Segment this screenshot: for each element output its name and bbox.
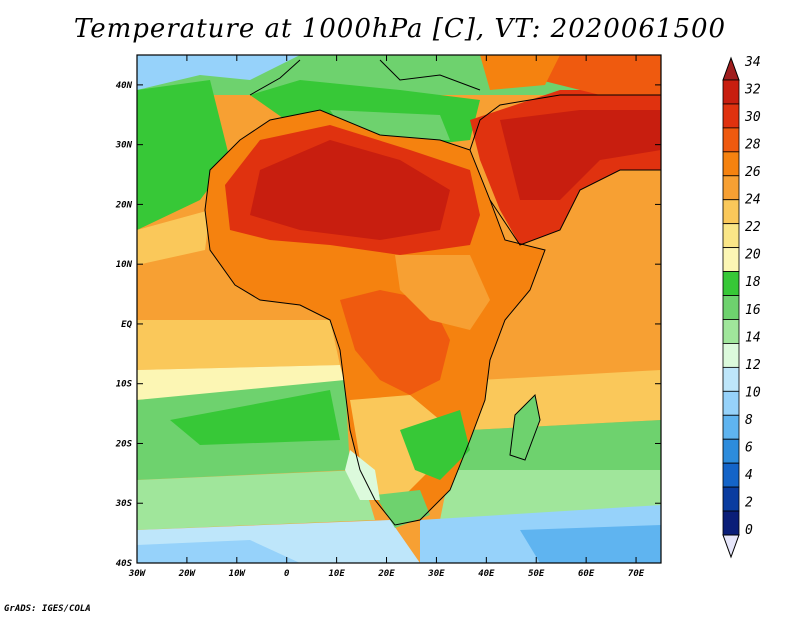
colorbar-swatch [722, 127, 740, 153]
colorbar-swatch [722, 79, 740, 105]
colorbar-swatch [722, 343, 740, 368]
colorbar-label: 14 [745, 330, 761, 345]
colorbar-label: 32 [744, 83, 761, 98]
colorbar-label: 24 [745, 193, 761, 208]
lon-tick-label: 20W [178, 569, 197, 579]
latitude-axis: 40N 30N 20N 10N EQ 10S 20S 30S 40S [115, 81, 661, 569]
map-title: Temperature at 1000hPa [C], VT: 20200615… [73, 14, 727, 44]
lat-tick-label: 40N [116, 81, 133, 91]
lat-tick-label: 40S [116, 559, 133, 569]
colorbar-label: 30 [744, 110, 761, 125]
colorbar-swatch [722, 414, 740, 440]
coastlines [204, 59, 661, 526]
colorbar-swatch [722, 438, 740, 464]
colorbar-swatch [722, 295, 740, 320]
lon-tick-label: 10W [229, 569, 247, 579]
lat-tick-label: 10N [116, 260, 133, 270]
colorbar-swatch [722, 103, 740, 129]
colorbar-label: 18 [745, 275, 761, 290]
lat-tick-label: 20S [115, 439, 133, 449]
lat-tick-label: 30S [115, 499, 133, 509]
colorbar-swatch [722, 319, 740, 344]
lon-tick-label: 0 [284, 569, 290, 579]
lon-tick-label: 40E [478, 569, 495, 579]
colorbar-swatch [722, 510, 740, 536]
colorbar-label: 6 [745, 440, 753, 455]
lat-tick-label: 30N [115, 141, 133, 151]
lat-tick-label: 20N [115, 200, 133, 210]
lon-tick-label: 60E [578, 569, 595, 579]
colorbar-swatch [722, 151, 740, 177]
lon-tick-label: 50E [528, 569, 545, 579]
colorbar-label: 10 [745, 385, 761, 400]
colorbar-over-arrow [722, 56, 740, 81]
plot-frame [136, 54, 662, 564]
lon-tick-label: 30W [128, 569, 147, 579]
colorbar-label: 12 [745, 358, 761, 373]
colorbar-swatch [722, 462, 740, 488]
colorbar-label: 0 [745, 523, 753, 538]
colorbar-swatch [722, 486, 740, 512]
colorbar-swatch [722, 175, 740, 201]
colorbar-label: 16 [745, 303, 761, 318]
map-field [137, 55, 661, 563]
colorbar-swatch [722, 199, 740, 225]
colorbar-swatch [722, 390, 740, 416]
colorbar-label: 8 [745, 413, 753, 428]
colorbar-label: 22 [745, 220, 761, 235]
colorbar-swatch [722, 271, 740, 296]
colorbar-label: 26 [745, 165, 761, 180]
colorbar-label: 2 [745, 495, 753, 510]
colorbar-swatch [722, 223, 740, 249]
credit-label: GrADS: IGES/COLA [4, 604, 91, 614]
colorbar-label: 4 [745, 468, 753, 483]
lat-tick-label: EQ [121, 320, 132, 330]
longitude-axis: 30W 20W 10W 0 10E 20E 30E 40E 50E 60E 70E [128, 55, 645, 579]
colorbar-swatch [722, 247, 740, 272]
lon-tick-label: 30E [427, 569, 445, 579]
colorbar-under-arrow [722, 534, 740, 559]
lon-tick-label: 70E [628, 569, 645, 579]
lon-tick-label: 20E [377, 569, 395, 579]
colorbar-label: 28 [745, 138, 761, 153]
lat-tick-label: 10S [116, 380, 133, 390]
colorbar-swatch [722, 366, 740, 392]
colorbar-label: 34 [744, 55, 761, 70]
lon-tick-label: 10E [328, 569, 345, 579]
colorbar-label: 20 [745, 248, 761, 263]
